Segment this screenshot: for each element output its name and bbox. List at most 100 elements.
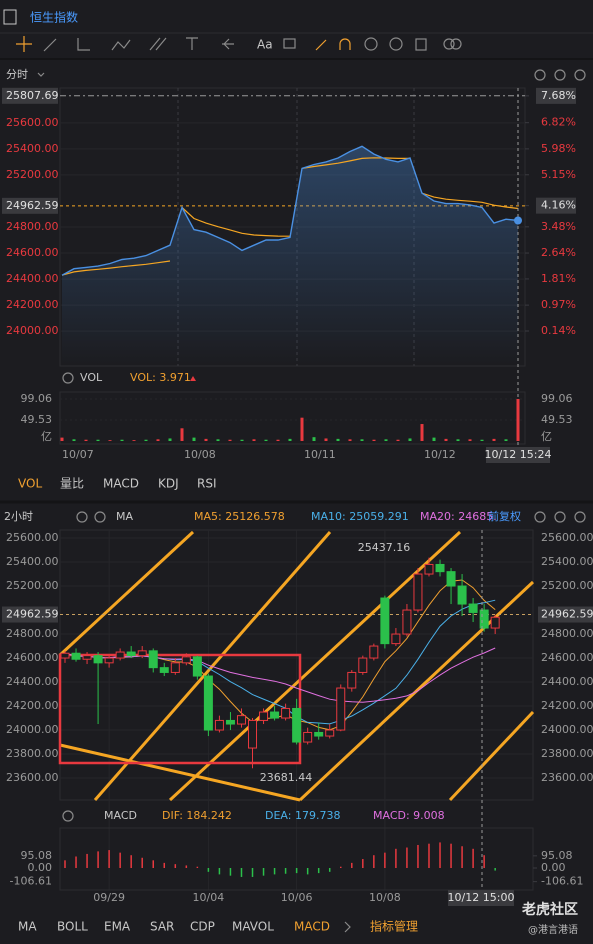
zoom-in[interactable]: [574, 511, 586, 523]
indicator-tab[interactable]: KDJ: [158, 477, 179, 491]
indicator-tab[interactable]: BOLL: [57, 920, 88, 934]
percent-tag: [536, 197, 576, 214]
indicator-tab[interactable]: MAVOL: [232, 920, 274, 934]
percent-tag: [536, 87, 576, 104]
volume-bar: [204, 438, 208, 441]
y2-tick-label: 3.48%: [541, 220, 576, 233]
zoom-in[interactable]: [574, 69, 586, 81]
magnet-tool[interactable]: [315, 38, 351, 51]
dropdown[interactable]: [37, 72, 45, 77]
lock-tool[interactable]: [364, 37, 378, 51]
move-tool[interactable]: [16, 36, 32, 52]
settings[interactable]: [76, 511, 88, 523]
x-tick-label: 10/08: [369, 891, 401, 904]
zoom-out[interactable]: [554, 69, 566, 81]
delete-tool[interactable]: [415, 38, 427, 51]
candle-body: [358, 657, 368, 673]
indicator-tab[interactable]: 量比: [60, 477, 84, 491]
y-tick-label: 49.53: [21, 413, 53, 426]
candle-body: [181, 656, 191, 664]
indicator-tab[interactable]: MA: [18, 920, 37, 934]
low-annotation: 23681.44: [260, 771, 313, 784]
close-vol[interactable]: [62, 372, 74, 384]
volume-bar: [312, 437, 316, 441]
volume-bar: [420, 424, 424, 441]
y2-tick-label: 5.15%: [541, 168, 576, 181]
candle-body: [236, 715, 246, 725]
candle-body: [159, 667, 169, 673]
volume-bar: [384, 439, 388, 441]
candle-body: [402, 609, 412, 635]
volume-bar: [72, 439, 76, 441]
indicator-tab[interactable]: MACD: [294, 920, 330, 934]
candle-body: [347, 671, 357, 689]
average-line: [181, 207, 291, 237]
channel-line: [58, 530, 195, 657]
volume-bar: [84, 439, 88, 441]
candle-body: [336, 687, 346, 731]
timeframe[interactable]: 分时: [6, 68, 28, 81]
y-tick-label: 24000.00: [6, 324, 59, 337]
adjust-mode[interactable]: 前复权: [488, 509, 521, 523]
ma-legend: MA10: 25059.291: [311, 510, 409, 523]
candle-body: [71, 652, 81, 660]
hide-tool[interactable]: [389, 37, 403, 51]
note-tool[interactable]: [283, 38, 296, 49]
volume-bar: [108, 440, 112, 441]
volume-bar: [252, 439, 256, 441]
y-tick-label: 24200.00: [6, 298, 59, 311]
y2-tick-label: 24962.59: [541, 608, 593, 621]
y2-tick-label: 99.06: [541, 392, 573, 405]
candle-body: [391, 633, 401, 645]
y-tick-label: 23800.00: [6, 747, 59, 760]
draw-tools[interactable]: [43, 37, 234, 52]
y-tick-label: 24600.00: [6, 246, 59, 259]
candle-body: [225, 719, 235, 725]
volume-bar: [396, 439, 400, 441]
reset[interactable]: [534, 69, 546, 81]
y2-tick-label: 0.97%: [541, 298, 576, 311]
zoom-out[interactable]: [554, 511, 566, 523]
compare-tool[interactable]: [450, 38, 462, 50]
vol-area: [59, 391, 526, 445]
x-tick-label: 09/29: [93, 891, 125, 904]
indicator-tab[interactable]: 指标管理: [370, 919, 418, 934]
candle-body: [457, 585, 467, 605]
reset[interactable]: [534, 511, 546, 523]
indicator-tab[interactable]: CDP: [190, 920, 215, 934]
y2-tick-label: 24600.00: [541, 651, 593, 664]
y-tick-label: 24600.00: [6, 651, 59, 664]
average-line: [301, 157, 410, 169]
x-tick-label: 10/12: [424, 448, 456, 461]
indicator-tab[interactable]: VOL: [18, 477, 42, 491]
crosshair-tag: [448, 890, 514, 906]
volume-bar: [60, 437, 64, 441]
candle-body: [259, 711, 269, 721]
indicator-tab[interactable]: MACD: [103, 477, 139, 491]
divider: [0, 58, 593, 60]
volume-bar: [168, 438, 172, 441]
trend-line: [59, 743, 301, 802]
price-tag: [2, 197, 58, 214]
y2-tick-label: 24000.00: [541, 723, 593, 736]
y2-tick-label: 25400.00: [541, 555, 593, 568]
text-tool[interactable]: Aa: [257, 38, 273, 52]
menu-icon[interactable]: [3, 9, 17, 25]
watermark: 老虎社区: [522, 901, 578, 918]
x-tick-label: 10/04: [193, 891, 225, 904]
y-tick-label: 25200.00: [6, 168, 59, 181]
y-tick-label: 25400.00: [6, 555, 59, 568]
indicator-tab[interactable]: SAR: [150, 920, 174, 934]
indicator-tab[interactable]: EMA: [104, 920, 131, 934]
y2-tick-label: 0.14%: [541, 324, 576, 337]
moving-average: [64, 647, 496, 703]
indicator-tab[interactable]: RSI: [197, 477, 217, 491]
candle-body: [325, 729, 335, 737]
volume-bar: [216, 439, 220, 441]
candle-body: [137, 650, 147, 657]
volume-bar: [492, 438, 496, 441]
hide-ma[interactable]: [94, 511, 106, 523]
channel-line: [93, 531, 332, 801]
candle-body: [303, 731, 313, 743]
close-macd[interactable]: [62, 810, 74, 822]
